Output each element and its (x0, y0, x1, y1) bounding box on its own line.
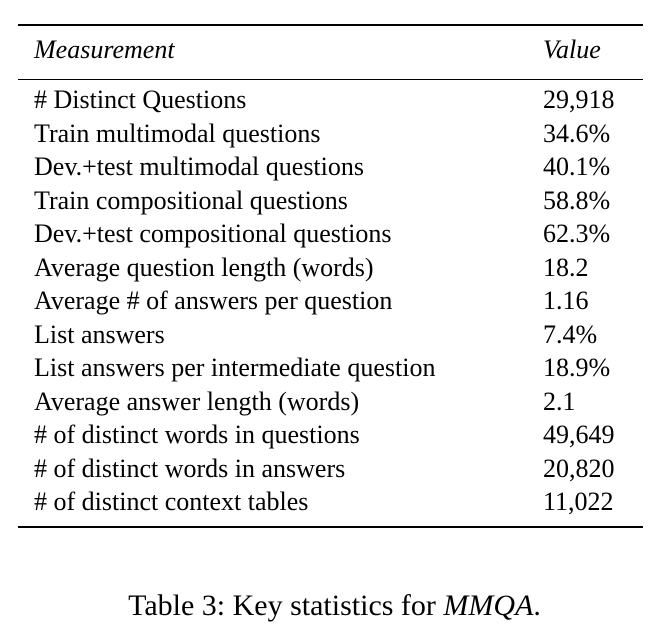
measurement-cell: Train multimodal questions (34, 118, 321, 148)
measurement-cell: # Distinct Questions (34, 85, 247, 114)
caption: Table 3: Key statistics for MMQA. (0, 588, 669, 624)
measurement-cell: # of distinct words in answers (34, 453, 346, 483)
caption-text: Key statistics for (232, 589, 436, 622)
measurement-cell: List answers (34, 319, 165, 349)
value-cell: 49,649 (543, 420, 615, 449)
measurement-cell: List answers per intermediate question (34, 353, 436, 382)
top-rule (18, 24, 643, 26)
value-cell: 7.4% (543, 319, 598, 349)
header-cell: Measurement (34, 35, 175, 64)
measurement-cell: Average answer length (words) (34, 386, 360, 416)
caption-end: . (533, 589, 541, 622)
value-cell: 18.2 (543, 252, 589, 282)
value-cell: 62.3% (543, 219, 611, 248)
header-rule (18, 79, 643, 80)
value-cell: 11,022 (543, 487, 614, 516)
value-cell: 20,820 (543, 453, 615, 483)
measurement-cell: Dev.+test compositional questions (34, 219, 392, 248)
header-cell: Value (543, 35, 601, 64)
value-cell: 2.1 (543, 386, 576, 416)
bottom-rule (18, 526, 643, 528)
measurement-cell: # of distinct context tables (34, 487, 309, 516)
value-cell: 1.16 (543, 286, 589, 315)
value-cell: 18.9% (543, 353, 611, 382)
caption-label: Table 3: (128, 589, 226, 622)
measurement-cell: Train compositional questions (34, 185, 348, 215)
value-cell: 29,918 (543, 85, 615, 114)
measurement-cell: Dev.+test multimodal questions (34, 152, 365, 181)
measurement-cell: # of distinct words in questions (34, 420, 360, 449)
value-cell: 58.8% (543, 185, 611, 215)
measurement-cell: Average question length (words) (34, 252, 374, 282)
measurement-cell: Average # of answers per question (34, 286, 393, 315)
value-cell: 34.6% (543, 118, 611, 148)
value-cell: 40.1% (543, 152, 611, 181)
caption-emphasis: MMQA (443, 589, 534, 622)
